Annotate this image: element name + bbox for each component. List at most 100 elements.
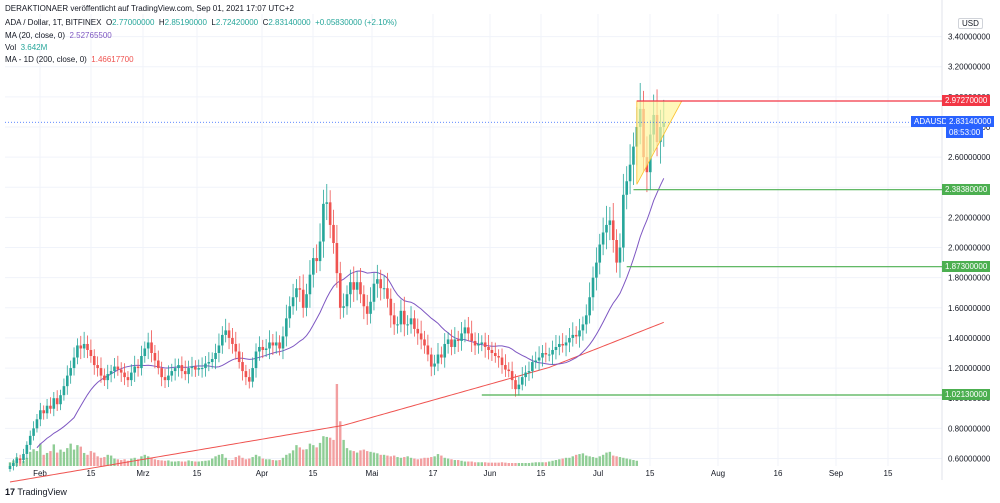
volume-bar [588,456,591,466]
volume-bar [399,457,403,466]
candle-body [402,310,406,325]
volume-bar [224,457,227,466]
volume-bar [342,439,345,466]
volume-bar [29,451,32,466]
volume-bar [571,456,574,466]
volume-bar [305,449,308,466]
volume-bar [79,446,82,466]
candle-body [467,327,470,334]
candle-body [315,258,318,262]
candle-body [92,356,96,366]
candle-body [146,342,150,349]
candle-body [190,366,194,369]
volume-bar [66,448,69,466]
volume-bar [180,461,184,466]
volume-bar [86,454,89,466]
x-tick-label: 15 [646,469,655,478]
candle-body [221,334,224,346]
ma20-value: 2.52765500 [69,31,112,40]
volume-bar [140,456,143,466]
candle-body [338,273,342,308]
vol-legend[interactable]: Vol 3.642M [5,43,47,52]
volume-bar [578,454,581,466]
volume-bar [413,458,416,466]
symbol-name[interactable]: ADA / Dollar, 1T, BITFINEX [5,18,102,27]
volume-bar [618,457,622,466]
level-tag-support-1: 2.38380000 [942,184,991,196]
candle-body [622,194,625,248]
candle-body [382,288,386,290]
ma200-label: MA - 1D (200, close, 0) [5,55,87,64]
candle-body [423,339,426,346]
volume-bar [109,455,113,466]
volume-bar [244,459,248,466]
ma200-value: 1.46617700 [91,55,134,64]
volume-bar [103,457,106,466]
candle-body [615,240,618,263]
candle-body [564,342,568,346]
volume-bar [433,456,436,466]
volume-bar [49,451,52,466]
candle-body [126,377,130,381]
ma200-legend[interactable]: MA - 1D (200, close, 0) 1.46617700 [5,55,134,64]
candle-body [170,371,174,376]
candle-body [541,353,544,358]
volume-bar [453,460,457,466]
volume-bar [480,462,483,466]
volume-bar [207,460,211,466]
candle-body [460,333,463,341]
volume-bar [194,461,197,466]
volume-bar [146,456,150,466]
volume-bar [116,459,120,466]
candle-body [72,357,76,369]
tradingview-logo[interactable]: 17 TradingView [5,487,67,497]
candle-body [308,274,312,295]
candle-body [258,346,261,352]
currency-button[interactable]: USD [958,18,983,29]
candle-body [578,330,581,337]
candle-body [544,353,548,355]
volume-bar [628,459,632,466]
volume-bar [436,454,440,466]
candle-body [285,318,288,337]
close-label: C [262,18,269,27]
volume-bar [477,462,480,466]
candle-body [177,365,180,369]
volume-bar [581,453,585,466]
candle-body [261,346,265,350]
volume-bar [430,457,433,466]
volume-bar [345,448,349,466]
volume-bar [167,460,170,466]
candle-body [510,371,514,381]
candle-body [123,372,126,378]
candle-body [62,386,66,396]
candle-body [109,371,113,375]
volume-bar [352,451,355,466]
candle-body [413,318,416,329]
volume-bar [170,461,173,466]
ma20-legend[interactable]: MA (20, close, 0) 2.52765500 [5,31,112,40]
candle-body [369,301,372,314]
candle-body [278,342,281,349]
triangle-pattern [636,100,683,185]
candle-body [325,202,329,204]
candle-body [433,363,436,367]
volume-bar [551,460,554,466]
y-tick-label: 3.20000000 [948,63,991,72]
candle-body [136,366,140,369]
volume-bar [564,457,568,466]
candle-body [271,342,275,346]
volume-bar [72,449,76,466]
volume-bar [25,457,29,466]
volume-bar [591,457,595,466]
ma20-label: MA (20, close, 0) [5,31,66,40]
candle-body [251,368,254,382]
volume-bar [163,460,167,466]
candle-body [470,333,473,341]
candle-body [601,232,605,245]
volume-bar [382,454,386,466]
vol-value: 3.642M [20,43,48,52]
volume-bar [507,463,510,466]
candle-body [106,374,110,381]
